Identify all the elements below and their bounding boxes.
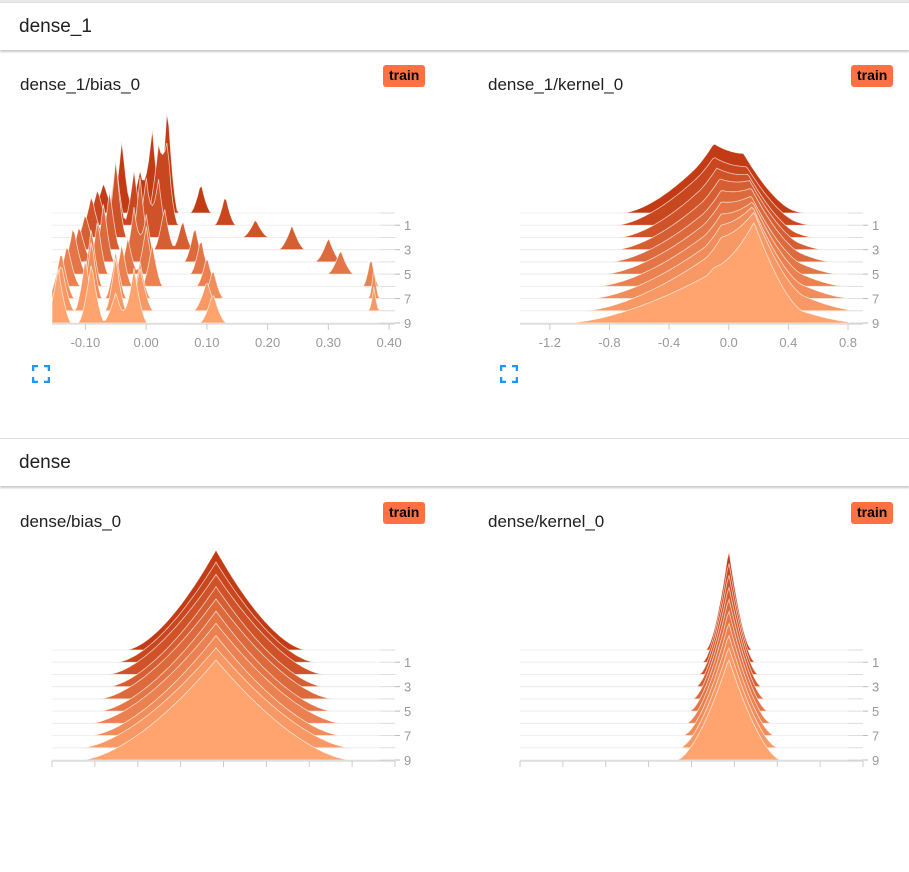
step-label: 7 (872, 729, 879, 744)
histogram-ridge (520, 222, 849, 324)
histogram-card: dense_1/kernel_0 train 1 3 5 7 9 -1.2 -0.8 -0.4… (468, 55, 908, 435)
step-label: 7 (404, 729, 411, 744)
x-tick-label: 0.00 (133, 335, 158, 350)
step-label: 5 (872, 704, 879, 719)
step-label: 3 (404, 243, 411, 258)
top-divider (0, 0, 909, 3)
run-badge: train (383, 65, 426, 87)
x-tick-label: -0.10 (71, 335, 101, 350)
chart-title: dense_1/kernel_0 (488, 75, 624, 94)
step-label: 9 (872, 753, 879, 768)
x-tick-label: 0.4 (779, 335, 797, 350)
histogram-ridge (519, 610, 849, 712)
histogram-card: dense_1/bias_0 train 1 3 5 7 9 -0.10 0.00 0.10 0… (0, 55, 440, 435)
run-badge: train (851, 502, 894, 524)
step-label: 9 (404, 316, 411, 331)
step-label: 1 (404, 218, 411, 233)
histogram-card: dense/bias_0 train 1 3 5 7 9 (0, 492, 440, 872)
run-badge: train (851, 65, 894, 87)
step-label: 1 (872, 218, 879, 233)
section-title: dense_1 (19, 16, 92, 37)
x-tick-label: -0.8 (598, 335, 620, 350)
step-label: 5 (404, 704, 411, 719)
histogram-chart: 1 3 5 7 9 -1.2 -0.8 -0.4 0.0 0.4 0.8 (519, 143, 879, 350)
step-label: 7 (404, 292, 411, 307)
step-label: 1 (404, 655, 411, 670)
step-label: 1 (872, 655, 879, 670)
histogram-card: dense/kernel_0 train 1 3 5 7 9 (468, 492, 908, 872)
histogram-ridge (519, 575, 849, 675)
histogram-ridge (519, 563, 849, 663)
histogram-chart: 1 3 5 7 9 (51, 549, 411, 768)
run-badge: train (383, 502, 426, 524)
histogram-ridge (520, 551, 848, 651)
x-tick-label: 0.40 (376, 335, 401, 350)
histogram-ridge (51, 204, 381, 263)
section-title: dense (19, 452, 71, 473)
histogram-ridge (519, 585, 849, 688)
step-label: 5 (404, 267, 411, 282)
x-tick-label: 0.10 (194, 335, 219, 350)
fullscreen-icon[interactable] (31, 364, 51, 384)
histogram-ridge (51, 222, 381, 275)
histogram-ridge (519, 634, 849, 736)
x-tick-label: 0.8 (839, 335, 857, 350)
histogram-ridge (519, 597, 849, 700)
x-tick-label: -0.4 (658, 335, 680, 350)
step-label: 3 (872, 680, 879, 695)
chart-title: dense/bias_0 (20, 512, 122, 531)
histogram-ridge (519, 622, 849, 724)
histogram-ridge (51, 265, 380, 324)
x-tick-label: 0.0 (720, 335, 738, 350)
histogram-ridge (52, 659, 380, 761)
step-label: 9 (404, 753, 411, 768)
chart-title: dense_1/bias_0 (20, 75, 141, 94)
histogram-chart: 1 3 5 7 9 -0.10 0.00 0.10 0.20 0.30 0.40 (51, 112, 411, 350)
step-label: 7 (872, 292, 879, 307)
step-label: 3 (872, 243, 879, 258)
step-label: 5 (872, 267, 879, 282)
x-tick-label: 0.20 (255, 335, 280, 350)
x-tick-label: -1.2 (539, 335, 561, 350)
section-header-dense[interactable]: dense (0, 438, 909, 486)
fullscreen-icon[interactable] (499, 364, 519, 384)
section-header-dense-1[interactable]: dense_1 (0, 2, 909, 50)
chart-title: dense/kernel_0 (488, 512, 605, 531)
histogram-chart: 1 3 5 7 9 (519, 551, 879, 768)
histogram-ridge (520, 658, 848, 761)
step-label: 3 (404, 680, 411, 695)
x-tick-label: 0.30 (316, 335, 341, 350)
histogram-ridge (52, 112, 380, 214)
histogram-ridge (519, 646, 849, 749)
step-label: 9 (872, 316, 879, 331)
